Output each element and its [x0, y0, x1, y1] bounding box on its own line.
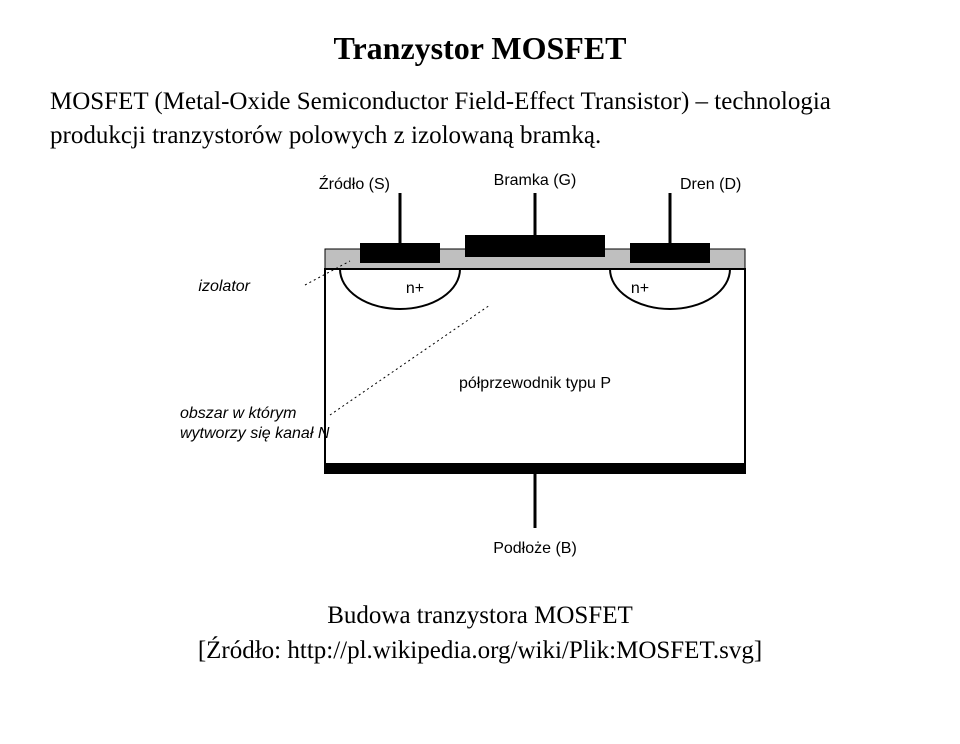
svg-text:Podłoże (B): Podłoże (B) [493, 540, 577, 557]
mosfet-diagram: Źródło (S) Bramka (G) Dren (D) Podłoże (B) n… [140, 173, 820, 573]
svg-text:Bramka (G): Bramka (G) [494, 173, 577, 189]
svg-text:obszar w którym: obszar w którym [180, 405, 296, 422]
svg-text:półprzewodnik typu P: półprzewodnik typu P [459, 375, 611, 392]
caption-line-1: Budowa tranzystora MOSFET [50, 598, 910, 633]
svg-text:Źródło (S): Źródło (S) [319, 174, 390, 193]
svg-text:Dren (D): Dren (D) [680, 176, 741, 193]
description-text: MOSFET (Metal-Oxide Semiconductor Field-… [50, 85, 910, 153]
caption-line-2: [Źródło: http://pl.wikipedia.org/wiki/Pl… [50, 633, 910, 668]
diagram-container: Źródło (S) Bramka (G) Dren (D) Podłoże (B) n… [50, 173, 910, 573]
page-title: Tranzystor MOSFET [50, 30, 910, 67]
svg-text:n+: n+ [631, 280, 649, 297]
svg-text:wytworzy się kanał N: wytworzy się kanał N [180, 425, 330, 442]
svg-text:izolator: izolator [198, 278, 250, 295]
svg-text:n+: n+ [406, 280, 424, 297]
caption: Budowa tranzystora MOSFET [Źródło: http:… [50, 598, 910, 668]
